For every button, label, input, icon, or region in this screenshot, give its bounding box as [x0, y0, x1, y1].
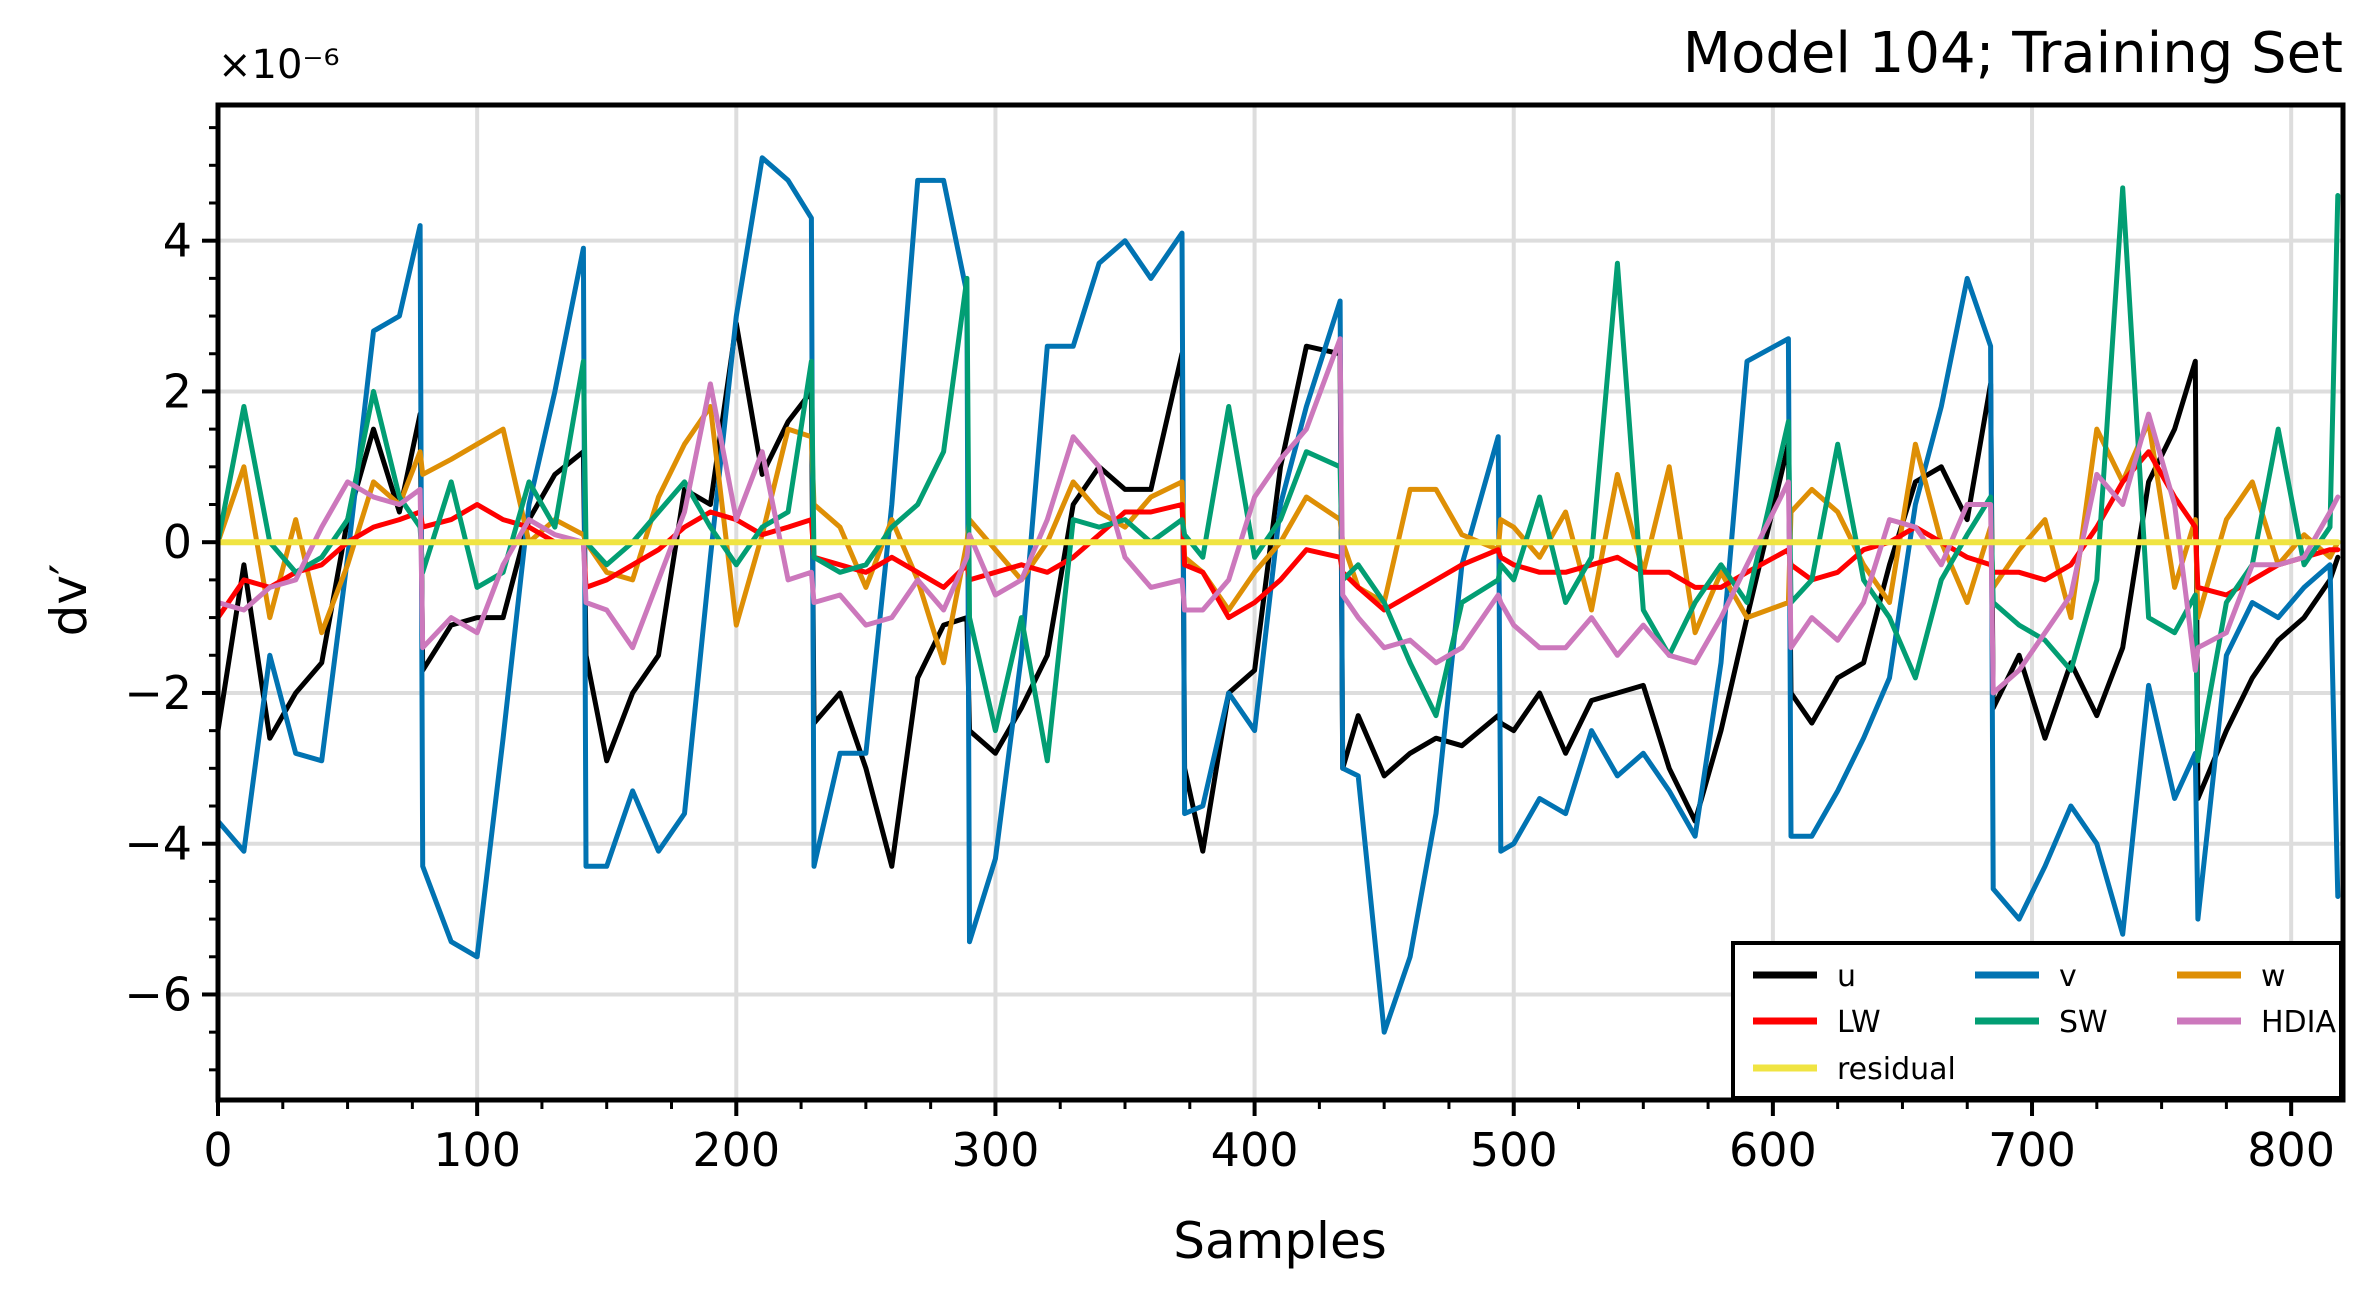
x-tick-label: 300	[952, 1123, 1040, 1177]
legend-item-v: v	[1975, 959, 2077, 994]
legend-label: v	[2059, 959, 2077, 994]
legend-item-u: u	[1753, 959, 1856, 994]
legend-label: residual	[1837, 1052, 1956, 1087]
plot-frame	[215, 102, 2346, 1103]
legend: u v w LW SW HDIA residual	[1731, 941, 2343, 1100]
legend-label: LW	[1837, 1005, 1881, 1040]
axis-ticks: 0 100 200 300 400 500 600 700 800 −6 −4 −2 0 2 4	[124, 126, 2335, 1177]
y-multiplier-label: ×10⁻⁶	[218, 42, 340, 88]
legend-item-w: w	[2177, 959, 2286, 994]
x-tick-label: 500	[1470, 1123, 1558, 1177]
legend-label: w	[2261, 959, 2286, 994]
x-tick-label: 700	[1988, 1123, 2076, 1177]
series-layer	[218, 155, 2341, 1035]
y-tick-label: 4	[163, 214, 192, 268]
x-tick-label: 0	[203, 1123, 232, 1177]
x-tick-label: 200	[692, 1123, 780, 1177]
x-tick-label: 100	[433, 1123, 521, 1177]
series-line-hdia	[218, 336, 2341, 696]
legend-item-hdia: HDIA	[2177, 1005, 2337, 1040]
x-tick-label: 800	[2247, 1123, 2335, 1177]
legend-item-residual: residual	[1753, 1052, 1956, 1087]
y-tick-label: −2	[124, 666, 192, 720]
y-axis-label: dv′	[40, 564, 98, 637]
y-tick-label: −4	[124, 817, 192, 871]
y-tick-label: 0	[163, 515, 192, 569]
chart-title: Model 104; Training Set	[1683, 21, 2343, 86]
legend-item-lw: LW	[1753, 1005, 1881, 1040]
legend-label: u	[1837, 959, 1856, 994]
y-tick-label: −6	[124, 967, 192, 1021]
x-axis-label: Samples	[1173, 1212, 1387, 1270]
x-tick-label: 600	[1729, 1123, 1817, 1177]
y-tick-label: 2	[163, 364, 192, 418]
legend-label: SW	[2059, 1005, 2108, 1040]
legend-label: HDIA	[2261, 1005, 2337, 1040]
legend-item-sw: SW	[1975, 1005, 2108, 1040]
x-tick-label: 400	[1211, 1123, 1299, 1177]
